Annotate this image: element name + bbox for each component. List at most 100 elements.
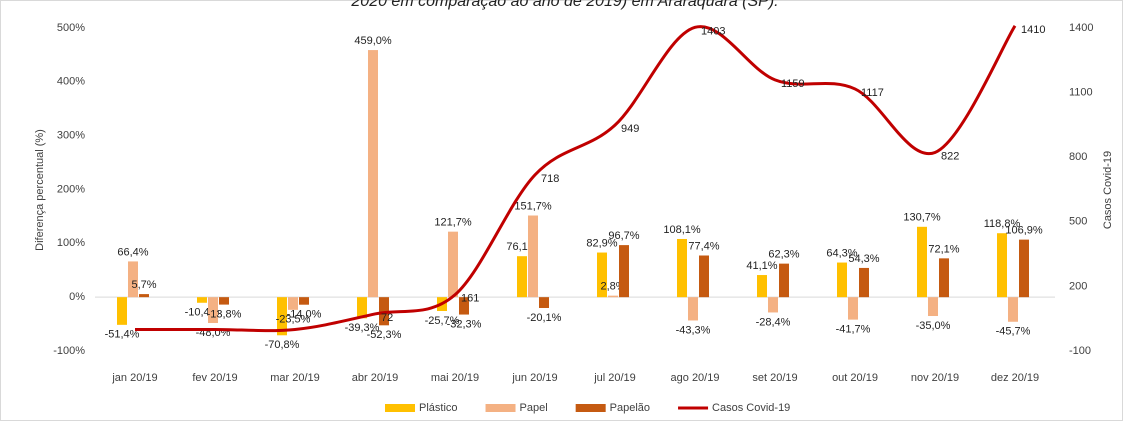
legend-label: Plástico xyxy=(419,402,458,414)
x-tick-label: mar 20/19 xyxy=(270,372,320,384)
data-label: 108,1% xyxy=(663,224,701,236)
y-tick-label: 300% xyxy=(57,130,85,142)
data-label: -39,3% xyxy=(345,322,380,334)
bar xyxy=(619,245,629,298)
y-tick-label: 400% xyxy=(57,76,85,88)
data-label: -14,0% xyxy=(287,309,322,321)
data-label: 118,8% xyxy=(984,218,1021,230)
bar xyxy=(128,261,138,298)
data-label: 82,9% xyxy=(586,237,617,249)
data-label: 130,7% xyxy=(903,212,941,224)
data-label: -51,4% xyxy=(105,329,140,341)
data-label: 41,1% xyxy=(746,260,777,272)
x-tick-label: ago 20/19 xyxy=(671,372,720,384)
bar xyxy=(597,252,607,298)
data-label: 718 xyxy=(541,173,559,185)
data-label: 62,3% xyxy=(768,249,799,261)
data-label: 5,7% xyxy=(131,279,156,291)
data-label: 151,7% xyxy=(514,200,552,212)
bar xyxy=(837,262,847,298)
x-tick-label: set 20/19 xyxy=(752,372,797,384)
y2-tick-label: 200 xyxy=(1069,280,1087,292)
data-label: 72,1% xyxy=(928,243,959,255)
bar xyxy=(528,215,538,298)
data-label: 1117 xyxy=(861,87,884,99)
data-label: -32,3% xyxy=(447,318,482,330)
bar xyxy=(1008,297,1018,322)
bar xyxy=(288,297,298,310)
data-label: 106,9% xyxy=(1005,225,1043,237)
x-tick-label: jan 20/19 xyxy=(111,372,157,384)
x-tick-label: fev 20/19 xyxy=(192,372,237,384)
bar xyxy=(368,50,378,298)
data-label: 459,0% xyxy=(354,35,392,47)
y-tick-label: 0% xyxy=(69,291,85,303)
data-label: 1403 xyxy=(701,25,725,37)
x-tick-label: jul 20/19 xyxy=(593,372,636,384)
bar xyxy=(208,297,218,324)
bar xyxy=(219,297,229,305)
data-label: -52,3% xyxy=(367,329,402,341)
data-label: -45,7% xyxy=(996,326,1031,338)
data-label: -35,0% xyxy=(916,320,951,332)
bar xyxy=(608,295,618,298)
bar xyxy=(939,258,949,298)
bar xyxy=(688,297,698,321)
bar xyxy=(197,297,207,303)
legend-label: Papel xyxy=(520,402,548,414)
data-label: -43,3% xyxy=(676,324,711,336)
data-label: 96,7% xyxy=(608,230,639,242)
data-label: 161 xyxy=(461,293,479,305)
bar xyxy=(757,275,767,298)
data-label: 77,4% xyxy=(688,240,719,252)
bar xyxy=(459,297,469,315)
bar xyxy=(539,297,549,308)
data-label: 949 xyxy=(621,123,639,135)
y2-tick-label: 1100 xyxy=(1069,87,1093,99)
y2-axis-title: Casos Covid-19 xyxy=(1102,151,1114,229)
bar xyxy=(357,297,367,319)
x-tick-label: mai 20/19 xyxy=(431,372,479,384)
legend-label: Casos Covid-19 xyxy=(712,402,790,414)
bar xyxy=(848,297,858,320)
bar xyxy=(117,297,127,325)
bar xyxy=(768,297,778,313)
y-tick-label: 200% xyxy=(57,183,85,195)
data-label: 54,3% xyxy=(848,253,879,265)
bar xyxy=(677,238,687,298)
bar xyxy=(517,256,527,298)
bar xyxy=(928,297,938,317)
data-label: 1410 xyxy=(1021,24,1045,36)
bar xyxy=(917,226,927,298)
x-tick-label: dez 20/19 xyxy=(991,372,1039,384)
data-label: -23,5% xyxy=(276,314,311,326)
x-tick-label: jun 20/19 xyxy=(511,372,557,384)
y-tick-label: -100% xyxy=(53,345,85,357)
data-label: -70,8% xyxy=(265,339,300,351)
y2-tick-label: -100 xyxy=(1069,345,1091,357)
data-label: 121,7% xyxy=(434,217,472,229)
bar xyxy=(997,233,1007,298)
bar xyxy=(277,297,287,336)
data-label: 1159 xyxy=(781,78,805,90)
y-tick-label: 100% xyxy=(57,237,85,249)
data-label: 66,4% xyxy=(117,246,148,258)
y-tick-label: 500% xyxy=(57,22,85,34)
bar xyxy=(1019,239,1029,298)
data-label: -13,8% xyxy=(207,309,242,321)
data-label: -28,4% xyxy=(756,316,791,328)
bar xyxy=(779,263,789,298)
x-tick-label: nov 20/19 xyxy=(911,372,959,384)
y-axis-title: Diferença percentual (%) xyxy=(34,129,46,251)
bar xyxy=(699,255,709,298)
x-tick-label: out 20/19 xyxy=(832,372,878,384)
bar xyxy=(299,297,309,305)
legend-label: Papelão xyxy=(610,402,650,414)
bar xyxy=(448,231,458,298)
y2-tick-label: 500 xyxy=(1069,216,1087,228)
bar xyxy=(139,294,149,298)
data-label: 822 xyxy=(941,150,959,162)
